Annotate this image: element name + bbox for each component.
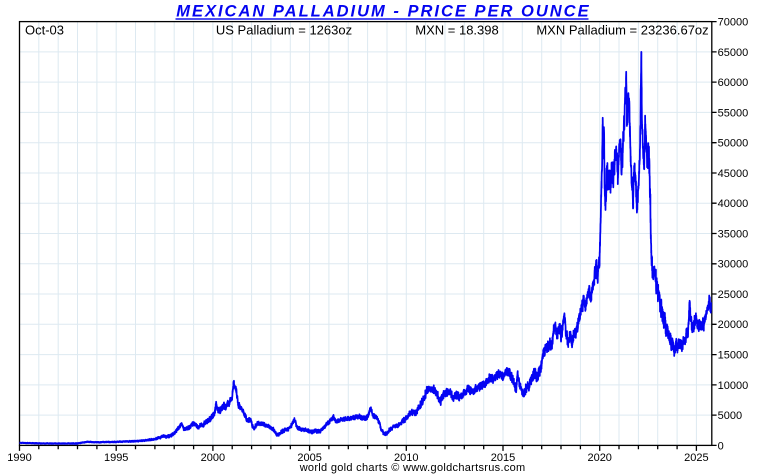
svg-text:70000: 70000 [718, 17, 749, 29]
svg-text:20000: 20000 [718, 319, 749, 331]
svg-text:50000: 50000 [718, 138, 749, 150]
svg-text:30000: 30000 [718, 259, 749, 271]
svg-text:15000: 15000 [718, 350, 749, 362]
svg-text:10000: 10000 [718, 380, 749, 392]
svg-text:35000: 35000 [718, 228, 749, 240]
svg-text:MXN Palladium = 23236.67oz: MXN Palladium = 23236.67oz [536, 23, 708, 38]
svg-text:MXN = 18.398: MXN = 18.398 [415, 23, 498, 38]
svg-text:45000: 45000 [718, 168, 749, 180]
svg-text:world gold charts © www.goldch: world gold charts © www.goldchartsrus.co… [299, 462, 526, 474]
svg-text:65000: 65000 [718, 47, 749, 59]
svg-text:1995: 1995 [104, 452, 128, 464]
svg-text:Oct-03: Oct-03 [25, 23, 64, 38]
svg-text:2025: 2025 [684, 452, 708, 464]
svg-text:40000: 40000 [718, 198, 749, 210]
svg-text:0: 0 [718, 440, 724, 452]
svg-text:MEXICAN PALLADIUM - PRICE PER: MEXICAN PALLADIUM - PRICE PER OUNCE [176, 3, 590, 21]
svg-text:25000: 25000 [718, 289, 749, 301]
svg-text:2010: 2010 [394, 452, 418, 464]
svg-text:2005: 2005 [297, 452, 321, 464]
svg-text:60000: 60000 [718, 77, 749, 89]
svg-text:US Palladium = 1263oz: US Palladium = 1263oz [216, 23, 352, 38]
svg-text:55000: 55000 [718, 107, 749, 119]
svg-text:2020: 2020 [587, 452, 611, 464]
svg-text:2000: 2000 [201, 452, 225, 464]
svg-text:5000: 5000 [718, 410, 742, 422]
svg-text:1990: 1990 [7, 452, 31, 464]
svg-text:2015: 2015 [491, 452, 515, 464]
